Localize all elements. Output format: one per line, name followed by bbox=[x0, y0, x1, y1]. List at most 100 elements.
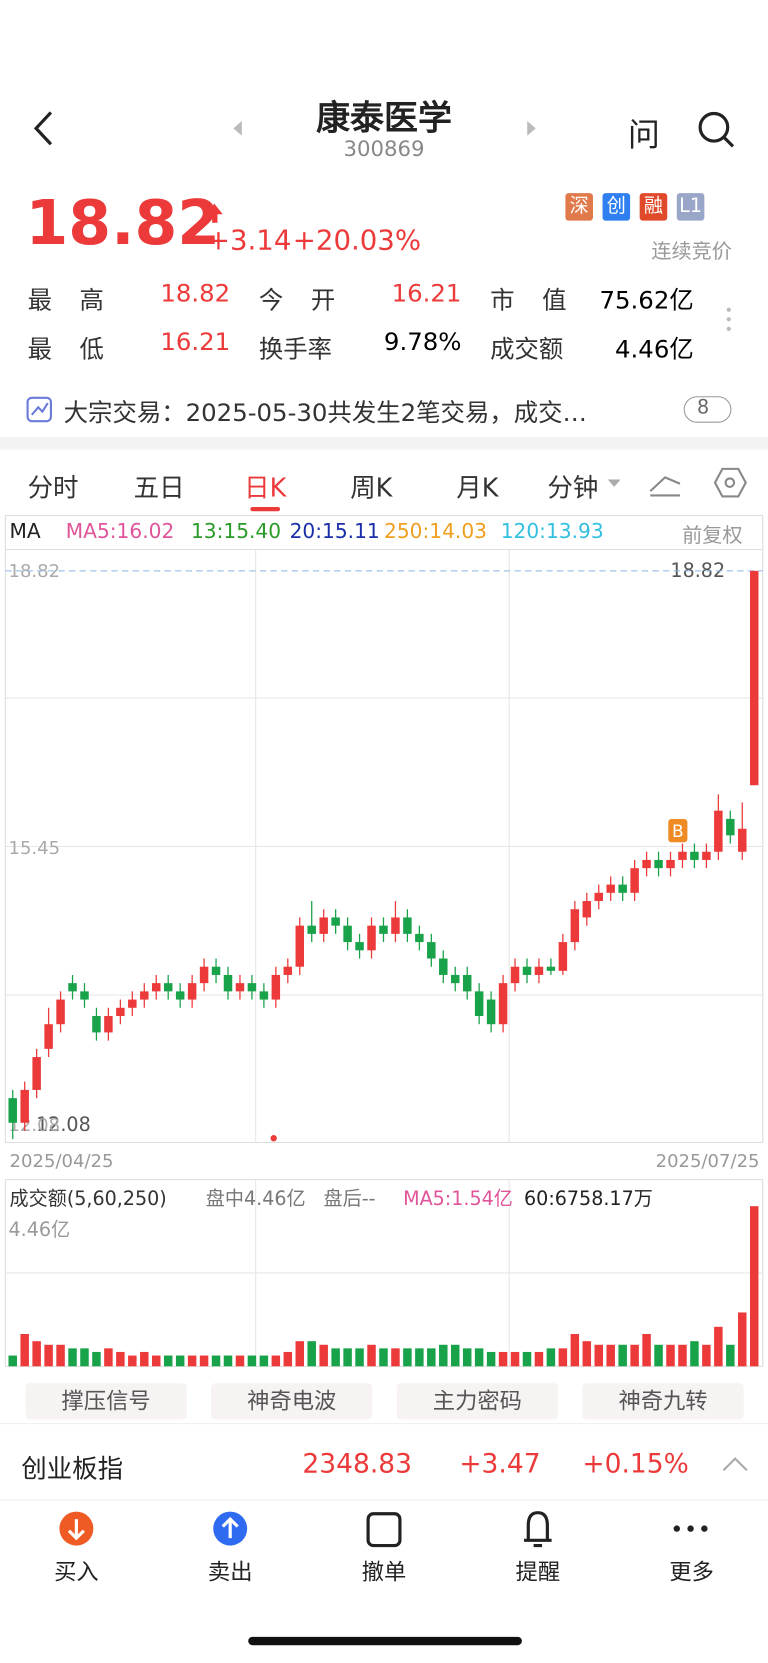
volume-bar bbox=[199, 1355, 209, 1367]
more-dot[interactable] bbox=[726, 307, 731, 312]
candle-body bbox=[343, 925, 352, 943]
volume-bar bbox=[140, 1351, 149, 1367]
volume-bar bbox=[738, 1312, 747, 1367]
search-icon[interactable] bbox=[698, 111, 730, 143]
candle-body bbox=[152, 983, 161, 992]
candle-body bbox=[92, 1015, 101, 1033]
volume-bar bbox=[235, 1355, 245, 1367]
candle-body bbox=[295, 925, 305, 967]
alert-icon[interactable] bbox=[524, 1511, 552, 1548]
buy-signal bbox=[668, 818, 688, 843]
nav-label[interactable]: 买入 bbox=[54, 1559, 99, 1585]
nav-label[interactable]: 卖出 bbox=[207, 1559, 253, 1585]
back-icon[interactable] bbox=[33, 111, 53, 146]
volume-bar bbox=[618, 1344, 627, 1367]
tab[interactable]: 日K bbox=[244, 473, 287, 503]
notice-text[interactable]: 大宗交易：2025-05-30共发生2笔交易，成交… bbox=[63, 399, 587, 428]
notice-icon bbox=[26, 396, 52, 423]
candle-body bbox=[582, 901, 592, 918]
more-icon[interactable] bbox=[673, 1525, 680, 1532]
candle-body bbox=[319, 917, 328, 934]
cancel-icon[interactable] bbox=[366, 1512, 402, 1548]
nav-label[interactable]: 提醒 bbox=[515, 1559, 561, 1585]
candle-body bbox=[546, 966, 556, 971]
stat-value: 16.21 bbox=[160, 328, 231, 357]
volume-bar bbox=[56, 1344, 65, 1367]
candle-body bbox=[307, 925, 316, 934]
notice-icon-line bbox=[31, 402, 49, 416]
volume-bar bbox=[558, 1348, 568, 1367]
start-date: 2025/04/25 bbox=[9, 1150, 114, 1173]
volume-intraday: 盘中4.46亿 bbox=[205, 1188, 306, 1211]
volume-bar bbox=[570, 1333, 580, 1367]
settings-icon-core bbox=[724, 477, 736, 488]
volume-bar bbox=[367, 1344, 376, 1367]
tab[interactable]: 分时 bbox=[27, 473, 79, 503]
tool-button[interactable]: 主力密码 bbox=[396, 1383, 558, 1420]
more-dot[interactable] bbox=[726, 317, 731, 322]
candle-body bbox=[140, 991, 149, 1000]
volume-bar bbox=[510, 1351, 520, 1367]
volume-bar bbox=[92, 1351, 101, 1367]
volume-bar bbox=[247, 1355, 257, 1367]
event-dot bbox=[270, 1135, 277, 1142]
candle-body bbox=[450, 974, 460, 984]
volume-bar bbox=[415, 1348, 424, 1367]
candle-body bbox=[714, 810, 723, 852]
volume-bar bbox=[259, 1355, 269, 1367]
tool-button[interactable]: 神奇电波 bbox=[211, 1383, 373, 1420]
nav-label[interactable]: 更多 bbox=[669, 1559, 714, 1585]
volume-bar bbox=[343, 1348, 352, 1367]
dropdown-icon[interactable] bbox=[607, 479, 621, 487]
sell-icon-arrow bbox=[221, 1516, 239, 1539]
next-icon[interactable] bbox=[527, 120, 536, 136]
notice-badge[interactable]: 8 bbox=[696, 396, 710, 420]
stat-label: 今开 bbox=[258, 287, 363, 316]
stat-value: 9.78% bbox=[383, 328, 462, 357]
prev-icon[interactable] bbox=[233, 120, 242, 136]
candle-body bbox=[738, 828, 747, 852]
nav-label[interactable]: 撤单 bbox=[361, 1559, 407, 1585]
candle-body bbox=[570, 909, 580, 943]
up-arrow bbox=[206, 203, 223, 223]
badge-frame[interactable] bbox=[683, 396, 732, 423]
adjust-label: 前复权 bbox=[682, 524, 743, 548]
tab[interactable]: 月K bbox=[456, 473, 499, 503]
tab[interactable]: 五日 bbox=[133, 473, 185, 503]
stat-value: 4.46亿 bbox=[615, 336, 694, 364]
volume-bar bbox=[163, 1355, 173, 1367]
volume-bar bbox=[606, 1344, 615, 1367]
volume-bar bbox=[582, 1341, 592, 1367]
tab[interactable]: 周K bbox=[350, 473, 393, 503]
trade-status: 连续竞价 bbox=[651, 239, 732, 264]
volume-after: 盘后-- bbox=[323, 1188, 376, 1211]
volume-max: 4.46亿 bbox=[8, 1218, 71, 1242]
volume-bar bbox=[678, 1344, 687, 1367]
more-icon[interactable] bbox=[687, 1525, 694, 1532]
more-dot[interactable] bbox=[726, 326, 731, 331]
settings-icon[interactable] bbox=[713, 467, 747, 498]
candle-body bbox=[678, 851, 687, 860]
volume-bar bbox=[211, 1355, 221, 1367]
volume-bar bbox=[355, 1348, 364, 1367]
tool-button[interactable]: 神奇九转 bbox=[582, 1383, 744, 1420]
candle-body bbox=[702, 851, 711, 860]
candle-body bbox=[415, 933, 424, 943]
volume-bar bbox=[319, 1344, 328, 1367]
expand-icon[interactable] bbox=[722, 1457, 748, 1472]
tag: L1 bbox=[676, 193, 705, 221]
volume-bar bbox=[8, 1355, 17, 1367]
candle-body bbox=[56, 999, 65, 1025]
kline-frame bbox=[4, 515, 764, 1144]
more-icon[interactable] bbox=[701, 1525, 708, 1532]
volume-bar bbox=[534, 1351, 544, 1367]
tab[interactable]: 分钟 bbox=[547, 473, 599, 503]
tool-button[interactable]: 撑压信号 bbox=[25, 1383, 187, 1420]
candle-body bbox=[32, 1057, 41, 1090]
index-name[interactable]: 创业板指 bbox=[21, 1454, 124, 1485]
ask-button[interactable]: 问 bbox=[627, 116, 660, 154]
draw-icon[interactable] bbox=[649, 476, 681, 492]
stat-label: 最高 bbox=[27, 287, 132, 316]
volume-bar bbox=[379, 1348, 388, 1367]
